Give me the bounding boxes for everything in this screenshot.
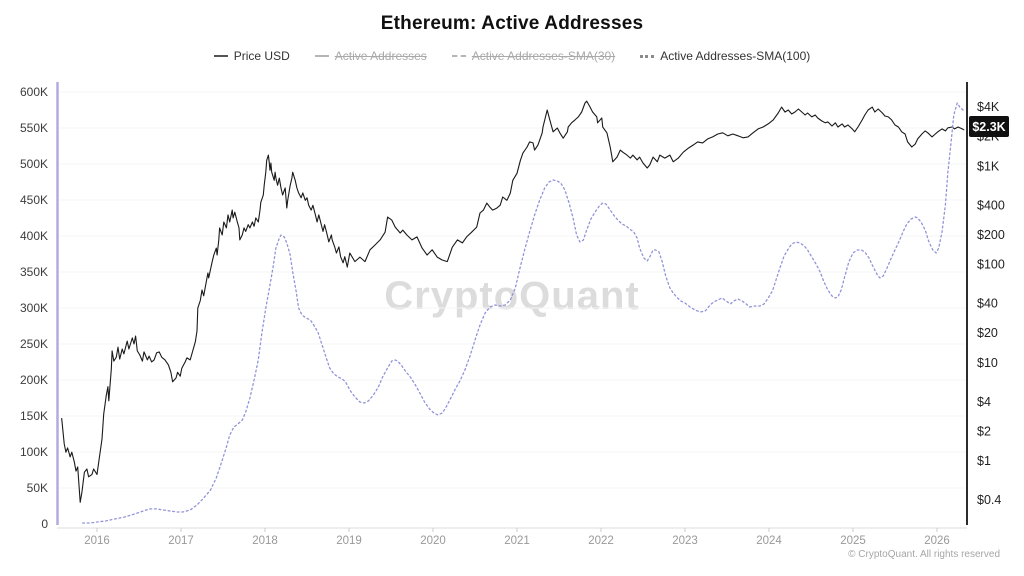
y-axis-label-right: $40 — [977, 297, 998, 311]
legend-item-label: Active Addresses-SMA(100) — [660, 49, 811, 63]
last-price-badge: $2.3K — [969, 116, 1009, 137]
y-axis-label-left: 150K — [20, 409, 48, 423]
y-axis-label-left: 50K — [27, 481, 48, 495]
legend-item-price-usd[interactable]: Price USD — [213, 49, 290, 63]
legend-dashed-line-marker-icon — [451, 55, 466, 57]
y-axis-label-right: $200 — [977, 228, 1005, 242]
legend: Price USD Active Addresses Active Addresse… — [0, 49, 1024, 63]
y-axis-label-left: 250K — [20, 337, 48, 351]
x-axis-label: 2019 — [336, 535, 362, 547]
y-axis-label-right: $1K — [977, 159, 1000, 173]
y-axis-label-right: $20 — [977, 326, 998, 340]
legend-item-active-addresses[interactable]: Active Addresses — [314, 49, 427, 63]
x-axis-label: 2023 — [672, 535, 698, 547]
y-axis-label-left: 300K — [20, 301, 48, 315]
page-title: Ethereum: Active Addresses — [380, 13, 644, 34]
legend-item-label: Active Addresses — [334, 49, 427, 63]
x-axis-label: 2022 — [588, 535, 614, 547]
active-addresses-sma-100-line[interactable] — [82, 102, 964, 524]
y-axis-label-right: $10 — [977, 356, 998, 370]
y-axis-label-right: $100 — [977, 258, 1005, 272]
x-axis-label: 2016 — [84, 535, 110, 547]
y-axis-label-left: 550K — [20, 121, 48, 135]
legend-item-active-addresses-sma-30[interactable]: Active Addresses-SMA(30) — [451, 49, 616, 63]
y-axis-label-left: 450K — [20, 193, 48, 207]
y-axis-label-right: $4 — [977, 395, 991, 409]
y-axis-label-left: 400K — [20, 229, 48, 243]
x-axis-label: 2026 — [924, 535, 950, 547]
y-axis-label-right: $0.4 — [977, 493, 1001, 507]
x-axis-label: 2020 — [420, 535, 446, 547]
y-axis-label-left: 600K — [20, 85, 48, 99]
y-axis-label-right: $1 — [977, 454, 991, 468]
y-axis-label-left: 100K — [20, 445, 48, 459]
copyright-text: © CryptoQuant. All rights reserved — [848, 549, 1000, 560]
legend-solid-line-marker-icon — [213, 55, 228, 57]
y-axis-label-left: 0 — [41, 517, 48, 531]
x-axis-label: 2021 — [504, 535, 530, 547]
y-axis-label-left: 350K — [20, 265, 48, 279]
x-axis-label: 2017 — [168, 535, 194, 547]
y-axis-label-right: $2 — [977, 424, 991, 438]
x-axis-label: 2025 — [840, 535, 866, 547]
legend-solid-line-marker-icon — [314, 55, 329, 57]
y-axis-label-right: $4K — [977, 100, 1000, 114]
legend-item-label: Price USD — [233, 49, 290, 63]
x-axis-label: 2018 — [252, 535, 278, 547]
y-axis-label-left: 500K — [20, 157, 48, 171]
legend-item-active-addresses-sma-100[interactable]: Active Addresses-SMA(100) — [640, 49, 810, 63]
price-usd-line[interactable] — [61, 100, 965, 503]
legend-item-label: Active Addresses-SMA(30) — [471, 49, 616, 63]
y-axis-label-left: 200K — [20, 373, 48, 387]
x-axis-label: 2024 — [756, 535, 782, 547]
y-axis-label-right: $400 — [977, 198, 1005, 212]
legend-dotted-line-marker-icon — [640, 54, 655, 58]
